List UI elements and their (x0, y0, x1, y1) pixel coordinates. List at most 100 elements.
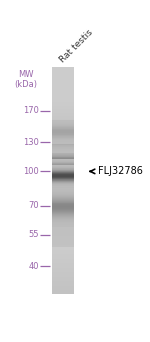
Bar (52, 73, 74, 74)
Bar (52, 138, 74, 140)
Bar (52, 174, 74, 175)
Bar (52, 74, 74, 75)
Bar (52, 174, 74, 175)
Bar (52, 168, 74, 169)
Bar (52, 147, 74, 149)
Bar (52, 130, 74, 131)
Bar (52, 158, 74, 159)
Bar (52, 160, 74, 161)
Bar (52, 181, 74, 182)
Bar (52, 164, 74, 165)
Bar (52, 241, 74, 243)
Bar (52, 159, 74, 160)
Bar (52, 137, 74, 139)
Bar (52, 194, 74, 195)
Text: MW
(kDa): MW (kDa) (14, 70, 37, 89)
Bar (52, 132, 74, 134)
Bar (52, 224, 74, 225)
Bar (52, 165, 74, 166)
Bar (52, 135, 74, 136)
Bar (52, 136, 74, 137)
Bar (52, 198, 74, 199)
Bar (52, 178, 74, 179)
Bar (52, 101, 74, 103)
Bar (52, 143, 74, 144)
Bar (52, 178, 74, 179)
Bar (52, 261, 74, 262)
Bar (52, 144, 74, 145)
Bar (52, 210, 74, 211)
Bar (52, 162, 74, 163)
Bar (52, 147, 74, 148)
Bar (52, 125, 74, 126)
Bar (52, 254, 74, 255)
Bar (52, 223, 74, 224)
Bar (52, 181, 74, 182)
Bar (52, 282, 74, 284)
Bar (52, 91, 74, 92)
Bar (52, 162, 74, 163)
Bar (52, 114, 74, 116)
Bar (52, 165, 74, 166)
Bar (52, 157, 74, 158)
Bar (52, 170, 74, 172)
Bar (52, 229, 74, 231)
Bar (52, 161, 74, 162)
Bar (52, 111, 74, 113)
Bar (52, 69, 74, 71)
Bar (52, 128, 74, 129)
Bar (52, 167, 74, 168)
Bar (52, 197, 74, 199)
Bar (52, 125, 74, 126)
Bar (52, 130, 74, 132)
Bar (52, 180, 74, 182)
Bar (52, 267, 74, 269)
Bar (52, 181, 74, 183)
Bar (52, 212, 74, 213)
Bar (52, 105, 74, 107)
Bar (52, 182, 74, 184)
Bar (52, 188, 74, 189)
Bar (52, 289, 74, 290)
Bar (52, 178, 74, 179)
Bar (52, 129, 74, 130)
Bar (52, 221, 74, 222)
Bar (52, 163, 74, 164)
Bar (52, 169, 74, 170)
Bar (52, 129, 74, 131)
Bar (52, 168, 74, 169)
Bar (52, 162, 74, 163)
Bar (52, 77, 74, 79)
Bar (52, 259, 74, 261)
Bar (52, 178, 74, 180)
Bar (52, 173, 74, 174)
Bar (52, 150, 74, 151)
Bar (52, 143, 74, 144)
Bar (52, 109, 74, 110)
Bar (52, 217, 74, 218)
Bar (52, 87, 74, 89)
Bar (52, 88, 74, 90)
Bar (52, 196, 74, 198)
Bar (52, 239, 74, 241)
Bar (52, 145, 74, 146)
Bar (52, 219, 74, 220)
Bar (52, 131, 74, 132)
Bar (52, 170, 74, 171)
Bar (52, 151, 74, 152)
Bar (52, 142, 74, 143)
Bar (52, 291, 74, 293)
Bar (52, 220, 74, 221)
Bar (52, 224, 74, 226)
Bar (52, 136, 74, 137)
Bar (52, 237, 74, 238)
Bar (52, 166, 74, 167)
Bar (52, 138, 74, 139)
Bar (52, 141, 74, 142)
Bar (52, 156, 74, 157)
Text: 170: 170 (23, 106, 39, 115)
Bar (52, 213, 74, 214)
Bar (52, 216, 74, 217)
Bar (52, 279, 74, 280)
Bar (52, 168, 74, 169)
